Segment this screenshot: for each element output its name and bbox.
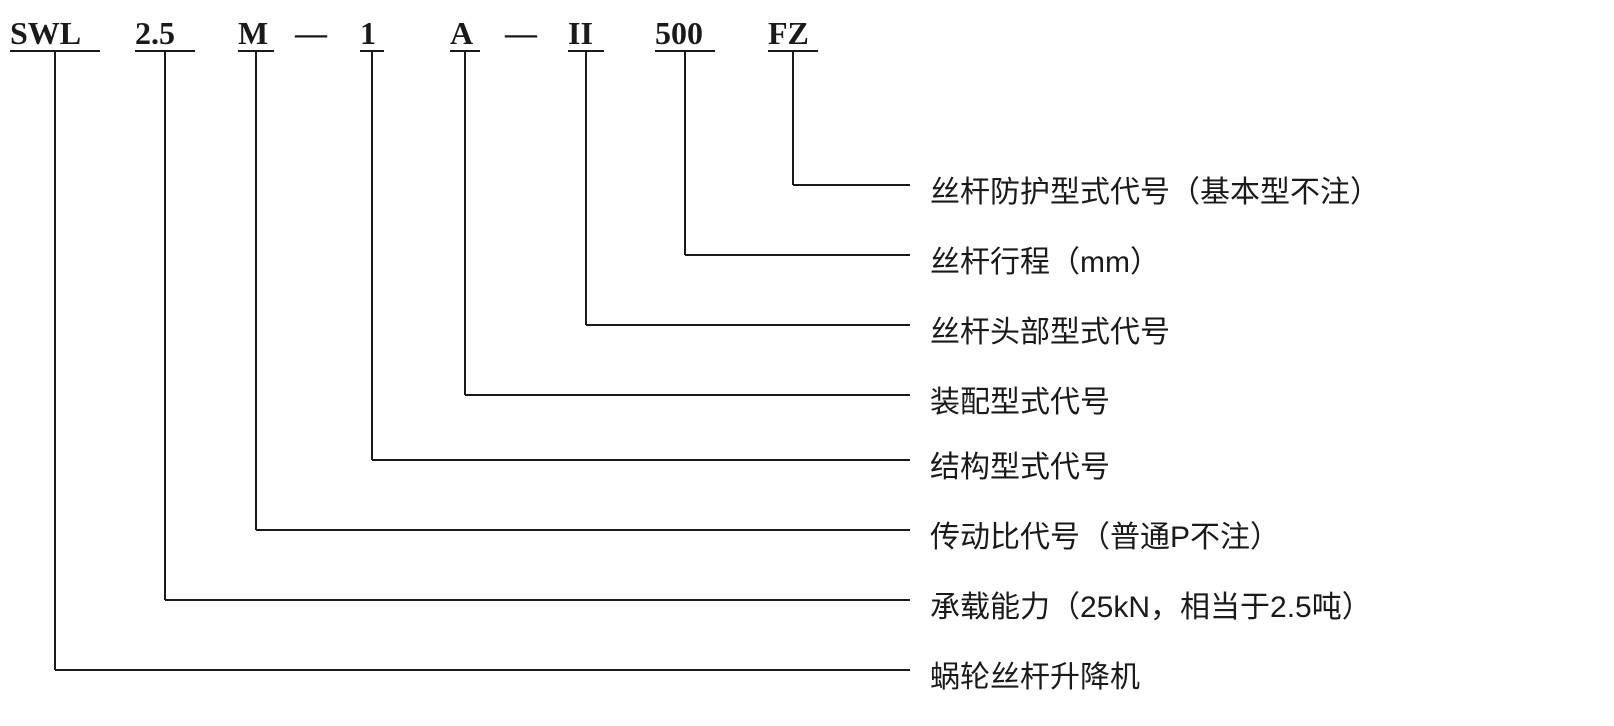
code-segment-8: 500 [655,15,703,52]
code-underline-4 [360,50,384,52]
desc-label-2: 传动比代号（普通P不注） [930,512,1280,556]
code-segment-1: 2.5 [135,15,175,52]
desc-label-1: 承载能力（25kN，相当于2.5吨） [930,582,1372,626]
code-segment-9: FZ [768,15,809,52]
desc-label-8: 丝杆行程（mm） [930,237,1160,281]
code-underline-7 [568,50,604,52]
code-segment-2: M [238,15,268,52]
desc-label-7: 丝杆头部型式代号 [930,307,1170,351]
code-segment-6: — [505,15,537,52]
desc-label-0: 蜗轮丝杆升降机 [930,652,1140,696]
code-segment-3: — [295,15,327,52]
code-underline-5 [450,50,480,52]
desc-label-9: 丝杆防护型式代号（基本型不注） [930,167,1380,211]
code-segment-0: SWL [10,15,81,52]
code-underline-1 [135,50,195,52]
code-underline-9 [768,50,818,52]
code-segment-5: A [450,15,473,52]
desc-label-4: 结构型式代号 [930,442,1110,486]
code-segment-7: II [568,15,593,52]
code-underline-0 [10,50,100,52]
code-underline-2 [238,50,274,52]
desc-label-5: 装配型式代号 [930,377,1110,421]
code-underline-8 [655,50,715,52]
code-segment-4: 1 [360,15,376,52]
